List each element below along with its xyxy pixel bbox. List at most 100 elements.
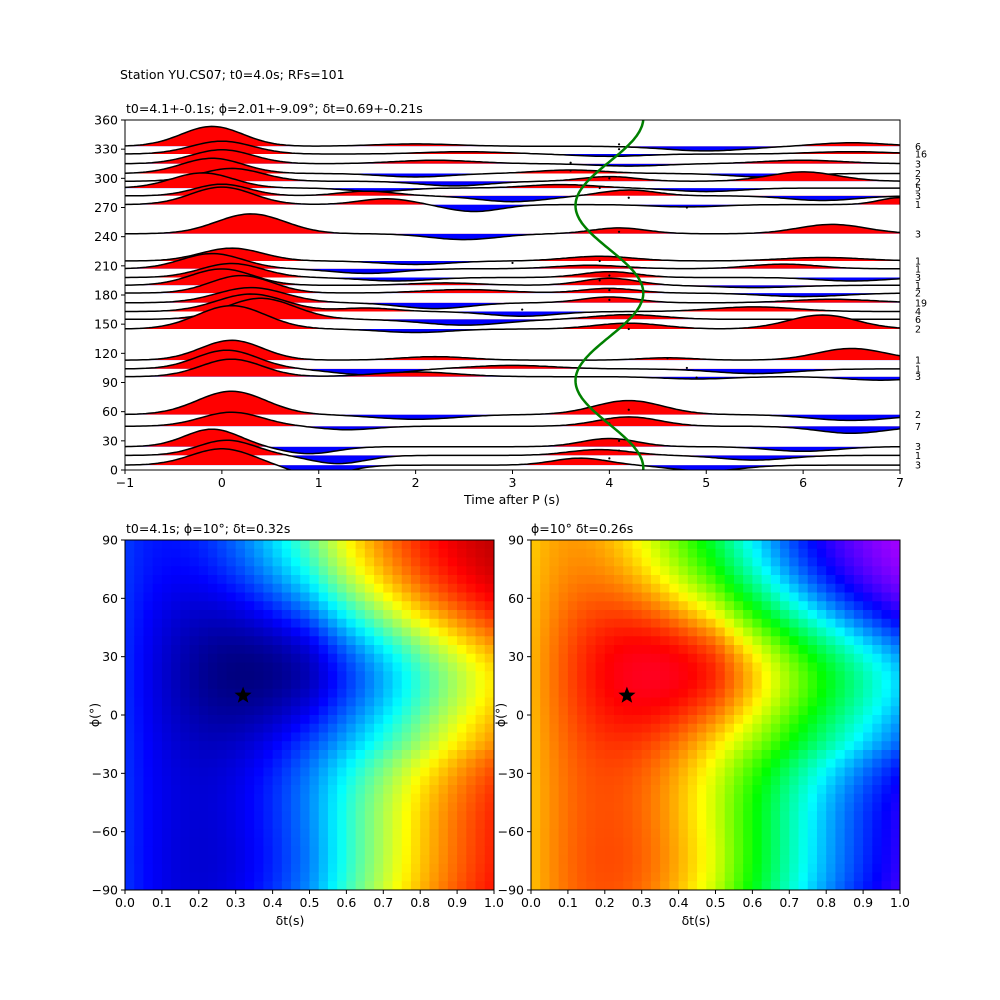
trace-line xyxy=(125,293,900,317)
heatmap-cell xyxy=(429,548,440,559)
heatmap-cell xyxy=(484,671,494,681)
trace-line xyxy=(125,339,900,361)
heatmap-cell xyxy=(835,881,846,890)
heatmap-right-title: ϕ=10° δt=0.26s xyxy=(531,521,633,536)
heatmap-cell xyxy=(614,837,624,847)
heatmap-cell xyxy=(429,741,440,751)
heatmap-cell xyxy=(161,793,172,804)
heatmap-cell xyxy=(604,872,615,882)
heatmap-cell xyxy=(364,881,375,890)
heatmap-cell xyxy=(752,828,763,839)
heatmap-cell xyxy=(706,618,717,629)
trace-count-label: 3 xyxy=(915,229,921,240)
heatmap-cell xyxy=(355,758,366,769)
heatmap-cell xyxy=(143,627,154,637)
heatmap-cell xyxy=(558,793,569,804)
heatmap-cell xyxy=(650,837,661,847)
heatmap-cell xyxy=(706,846,717,856)
heatmap-cell xyxy=(614,723,624,734)
heatmap-cell xyxy=(420,645,431,655)
heatmap-cell xyxy=(660,662,670,672)
heatmap-cell xyxy=(715,758,726,769)
heatmap-cell xyxy=(318,662,329,672)
heatmap-cell xyxy=(217,688,228,699)
heatmap-cell xyxy=(567,671,578,681)
heatmap-cell xyxy=(355,776,366,786)
heatmap-cell xyxy=(208,881,218,890)
heatmap-cell xyxy=(733,566,744,576)
heatmap-cell xyxy=(872,575,883,585)
heatmap-cell xyxy=(816,688,827,699)
heatmap-cell xyxy=(660,793,670,804)
heatmap-cell xyxy=(300,881,311,890)
y-tick-label: 60 xyxy=(102,404,118,419)
heatmap-cell xyxy=(660,575,670,585)
heatmap-cell xyxy=(798,741,809,751)
heatmap-cell xyxy=(346,828,357,839)
heatmap-cell xyxy=(743,802,753,812)
heatmap-cell xyxy=(724,715,735,725)
heatmap-cell xyxy=(401,697,412,707)
heatmap-cell xyxy=(484,732,494,742)
heatmap-cell xyxy=(217,671,228,681)
heatmap-cell xyxy=(244,618,255,629)
heatmap-cell xyxy=(466,855,477,865)
heatmap-cell xyxy=(816,715,827,725)
heatmap-cell xyxy=(623,627,634,637)
heatmap-cell xyxy=(235,662,246,672)
trace-count-label: 2 xyxy=(915,177,921,188)
heatmap-cell xyxy=(770,540,781,550)
heatmap-cell xyxy=(410,793,421,804)
heatmap-cell xyxy=(484,610,494,620)
heatmap-cell xyxy=(410,645,421,655)
heatmap-cell xyxy=(540,802,551,812)
heatmap-cell xyxy=(171,750,181,760)
heatmap-cell xyxy=(789,837,800,847)
heatmap-cell xyxy=(853,732,864,742)
heatmap-cell xyxy=(125,697,135,707)
heatmap-cell xyxy=(780,802,790,812)
heatmap-cell xyxy=(226,776,237,786)
heatmap-cell xyxy=(318,653,329,664)
x-tick-label: 0.1 xyxy=(152,895,172,910)
heatmap-cell xyxy=(318,855,329,865)
heatmap-cell xyxy=(697,697,707,707)
heatmap-cell xyxy=(743,601,753,611)
heatmap-cell xyxy=(733,785,744,795)
trace-marker-dot xyxy=(608,177,611,180)
heatmap-cell xyxy=(687,863,698,874)
heatmap-cell xyxy=(125,610,135,620)
heatmap-cell xyxy=(540,872,551,882)
heatmap-cell xyxy=(770,601,781,611)
heatmap-cell xyxy=(217,872,228,882)
heatmap-cell xyxy=(300,863,311,874)
heatmap-cell xyxy=(198,688,209,699)
heatmap-cell xyxy=(152,557,163,567)
heatmap-cell xyxy=(263,802,274,812)
heatmap-cell xyxy=(383,776,394,786)
heatmap-cell xyxy=(872,653,883,664)
heatmap-cell xyxy=(254,680,264,690)
heatmap-cell xyxy=(660,811,670,821)
heatmap-cell xyxy=(484,540,494,550)
heatmap-cell xyxy=(180,881,191,890)
heatmap-cell xyxy=(309,723,320,734)
heatmap-cell xyxy=(641,610,652,620)
heatmap-cell xyxy=(208,610,218,620)
heatmap-cell xyxy=(189,793,200,804)
heatmap-cell xyxy=(595,557,606,567)
heatmap-cell xyxy=(235,671,246,681)
heatmap-cell xyxy=(558,645,569,655)
heatmap-cell xyxy=(466,627,477,637)
heatmap-cell xyxy=(226,846,237,856)
heatmap-cell xyxy=(678,715,689,725)
heatmap-cell xyxy=(291,750,301,760)
heatmap-cell xyxy=(863,828,873,839)
heatmap-cell xyxy=(549,557,560,567)
heatmap-cell xyxy=(466,557,477,567)
heatmap-cell xyxy=(383,785,394,795)
heatmap-cell xyxy=(466,846,477,856)
heatmap-cell xyxy=(687,575,698,585)
heatmap-cell xyxy=(881,610,892,620)
heatmap-cell xyxy=(614,610,624,620)
